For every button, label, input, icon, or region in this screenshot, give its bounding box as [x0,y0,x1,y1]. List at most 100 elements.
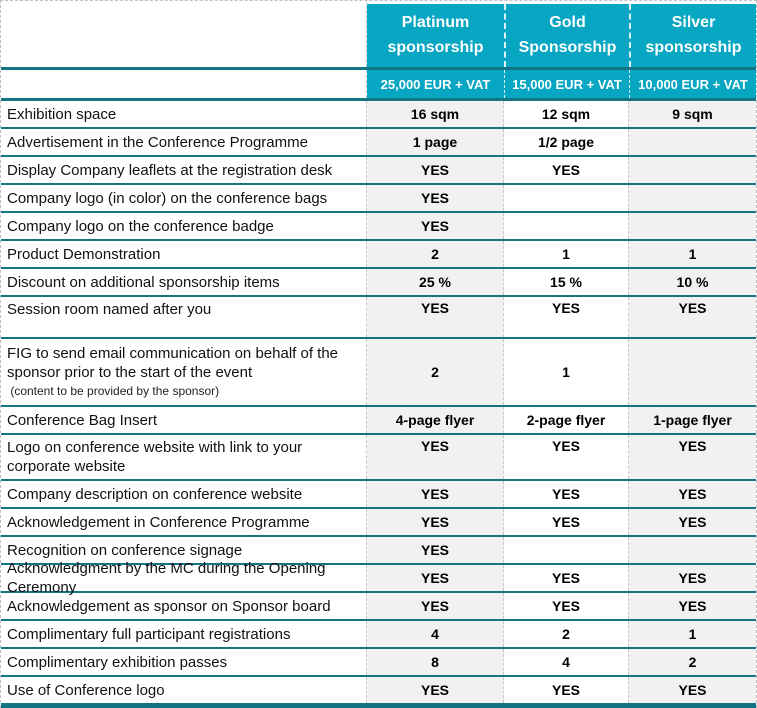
table-row: Acknowledgement as sponsor on Sponsor bo… [1,593,756,621]
silver-value-cell [629,157,756,183]
silver-value-cell: 1-page flyer [629,407,756,433]
row-label-text: Company logo (in color) on the conferenc… [7,189,328,207]
table-row: Company logo on the conference badge YES [1,213,756,241]
divider-under-prices [1,98,756,101]
table-row: Discount on additional sponsorship items… [1,269,756,297]
row-label: Display Company leaflets at the registra… [1,157,367,183]
row-label: Recognition on conference signage [1,537,367,563]
row-label-text: Session room named after you [7,301,212,318]
row-label-text: Display Company leaflets at the registra… [7,161,333,179]
table-row: Display Company leaflets at the registra… [1,157,756,185]
gold-value-cell: 2-page flyer [504,407,629,433]
row-label-text: FIG to send email communication on behal… [7,344,339,381]
row-label: FIG to send email communication on behal… [1,339,367,405]
platinum-value-cell: YES [367,565,504,591]
silver-value-cell [629,213,756,239]
row-label-text: Acknowledgement in Conference Programme [7,513,310,531]
platinum-value-cell: YES [367,185,504,211]
silver-value-cell: YES [629,435,756,479]
silver-price: 10,000 EUR + VAT [629,70,756,98]
benefit-rows: Exhibition space 16 sqm 12 sqm 9 sqm Adverti… [1,101,756,705]
gold-value-cell: 15 % [504,269,629,295]
price-cells: 25,000 EUR + VAT 15,000 EUR + VAT 10,000… [367,70,756,98]
row-label: Company description on conference websit… [1,481,367,507]
platinum-value-cell: 2 [367,241,504,267]
silver-value-cell: 10 % [629,269,756,295]
gold-value-cell: 12 sqm [504,101,629,127]
gold-value-cell: YES [504,481,629,507]
table-row: Product Demonstration 2 1 1 [1,241,756,269]
gold-value-cell: YES [504,157,629,183]
gold-value-cell: YES [504,435,629,479]
gold-value-cell: 1/2 page [504,129,629,155]
table-row: Exhibition space 16 sqm 12 sqm 9 sqm [1,101,756,129]
row-label: Acknowledgement as sponsor on Sponsor bo… [1,593,367,619]
gold-value-cell: 1 [504,241,629,267]
platinum-value-cell: YES [367,677,504,703]
platinum-value-cell: 1 page [367,129,504,155]
gold-value-cell: YES [504,565,629,591]
row-label-text: Acknowledgment by the MC during the Open… [7,560,326,596]
row-label-text: Company logo on the conference badge [7,217,274,235]
silver-value-cell: YES [629,481,756,507]
tier-gold-header: Gold Sponsorship [504,4,629,67]
tier-name-line2: sponsorship [387,39,484,56]
platinum-value-cell: 8 [367,649,504,675]
platinum-value-cell: 25 % [367,269,504,295]
table-row: Acknowledgment by the MC during the Open… [1,560,756,596]
tier-platinum-header: Platinum sponsorship [367,4,504,67]
gold-value-cell [504,185,629,211]
tier-header-row: Platinum sponsorship Gold Sponsorship Si… [1,1,756,67]
silver-value-cell [629,129,756,155]
silver-value-cell: YES [629,593,756,619]
platinum-value-cell: YES [367,213,504,239]
row-label-text: Advertisement in the Conference Programm… [7,133,308,151]
silver-value-cell: YES [629,509,756,535]
table-row: Acknowledgement in Conference Programme Y… [1,509,756,537]
gold-value-cell: 2 [504,621,629,647]
platinum-value-cell: YES [367,509,504,535]
row-label: Acknowledgement in Conference Programme [1,509,367,535]
silver-value-cell: YES [629,297,756,337]
divider-under-header [1,67,756,70]
table-row: Company description on conference websit… [1,481,756,509]
row-label: Complimentary full participant registrat… [1,621,367,647]
row-label-note: (content to be provided by the sponsor) [7,383,220,398]
tier-name-line2: sponsorship [645,39,742,56]
silver-value-cell [629,537,756,563]
row-label-text: Logo on conference website with link to … [7,439,303,475]
row-label-text: Acknowledgement as sponsor on Sponsor bo… [7,597,331,615]
tier-name-line2: Sponsorship [518,39,617,56]
tier-name-line1: Gold [549,14,586,31]
row-label-text: Recognition on conference signage [7,541,243,559]
gold-value-cell [504,213,629,239]
row-label-text: Complimentary full participant registrat… [7,625,291,643]
row-label: Logo on conference website with link to … [1,435,367,479]
table-row: Logo on conference website with link to … [1,435,756,481]
gold-value-cell: YES [504,297,629,337]
row-label-text: Product Demonstration [7,245,161,263]
row-label: Session room named after you [1,297,367,337]
gold-value-cell: 4 [504,649,629,675]
platinum-value-cell: YES [367,537,504,563]
row-label-text: Discount on additional sponsorship items [7,273,280,291]
platinum-price: 25,000 EUR + VAT [380,76,491,92]
silver-value-cell: 9 sqm [629,101,756,127]
silver-value-cell [629,339,756,405]
table-row: Complimentary full participant registrat… [1,621,756,649]
row-label: Complimentary exhibition passes [1,649,367,675]
tier-name-line1: Platinum [401,14,470,31]
row-label: Product Demonstration [1,241,367,267]
table-bottom-rule [1,705,756,708]
price-row: 25,000 EUR + VAT 15,000 EUR + VAT 10,000… [1,70,756,98]
tier-silver-header: Silver sponsorship [629,4,756,67]
tier-name-line1: Silver [671,14,716,31]
gold-value-cell: 1 [504,339,629,405]
gold-value-cell: YES [504,593,629,619]
table-row: Advertisement in the Conference Programm… [1,129,756,157]
table-row: Recognition on conference signage YES [1,537,756,565]
row-label-text: Complimentary exhibition passes [7,653,228,671]
platinum-value-cell: 4-page flyer [367,407,504,433]
row-label: Discount on additional sponsorship items [1,269,367,295]
